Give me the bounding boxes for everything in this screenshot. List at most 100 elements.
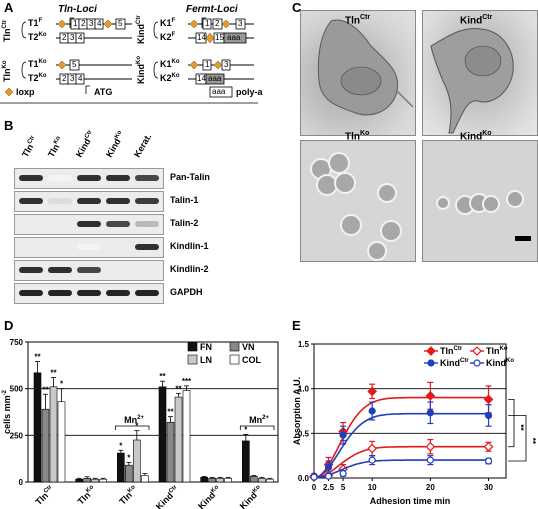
blot-band: [19, 290, 43, 296]
mn-bracket: [114, 425, 150, 430]
blot-band: [77, 198, 101, 204]
legend-swatch-fn: [187, 341, 198, 352]
cell-spread-kind-ctr: [430, 27, 514, 134]
data-point: [339, 431, 347, 439]
bar-fn-2: [117, 452, 125, 483]
blot-band: [106, 290, 130, 296]
round-cells-tln-ko: [310, 152, 402, 261]
category-label: TlnCtr: [33, 484, 56, 507]
blot-strip-talin-2: [14, 214, 164, 235]
scale-bar: [515, 236, 531, 241]
fit-curve-2: [313, 412, 489, 479]
legend-atg: ATG: [94, 87, 113, 97]
blot-band: [77, 290, 101, 296]
sig-label: **: [516, 424, 525, 431]
legend-marker: [426, 346, 436, 356]
x-tick-label: 20: [426, 483, 435, 492]
data-point: [339, 469, 347, 478]
loxp-sites: [4, 19, 231, 97]
significance-star: ***: [182, 377, 192, 386]
category-label: KindKo: [196, 484, 223, 509]
row-t2ko-b: T2Ko: [28, 73, 47, 83]
data-point: [426, 456, 434, 464]
bar-vn-5: [258, 477, 266, 483]
plot-frame: [27, 341, 279, 483]
lane-label-2: KindCtr: [74, 129, 94, 159]
blot-band: [48, 267, 72, 273]
atg-markers: [69, 17, 206, 94]
y-axis-label: Absorption A.U.: [292, 377, 302, 445]
data-point: [324, 463, 333, 471]
x-tick-label: 0: [312, 483, 317, 492]
y-tick-label: 0.5: [298, 429, 310, 438]
cell-spread-tln-ctr: [317, 19, 414, 116]
blot-band: [106, 198, 130, 204]
legend-label-ln: LN: [200, 355, 212, 365]
y-tick-label: 250: [10, 431, 24, 440]
data-point: [368, 456, 376, 464]
panel-c: TlnCtr KindCtr TlnKo KindKo: [300, 10, 538, 315]
bar-ln-0: [41, 408, 50, 483]
significance-star: **: [167, 408, 174, 417]
bar-fn-3: [158, 386, 167, 483]
significance-star: **: [159, 372, 166, 381]
category-label: KindKo: [238, 484, 265, 509]
category-label: TlnKo: [76, 484, 99, 507]
fit-curve-3: [313, 459, 489, 479]
legend-marker: [473, 359, 481, 367]
protein-label: Talin-1: [170, 195, 199, 205]
legend-label-col: COL: [242, 355, 262, 365]
y-tick-label: 1.0: [298, 385, 310, 394]
blot-band: [135, 290, 159, 296]
significance-star: *: [119, 441, 123, 450]
row-k1f: K1F: [160, 18, 176, 28]
data-point: [324, 472, 333, 480]
blot-band: [19, 175, 43, 181]
x-tick-label: 10: [368, 483, 377, 492]
y-axis-label: cells mm-2: [2, 389, 12, 434]
tln-ko-group-label: TlnKo: [2, 60, 12, 83]
panel-label-b: B: [4, 118, 14, 133]
data-point: [368, 407, 376, 415]
legend-label-fn: FN: [200, 342, 212, 352]
y-tick-label: 500: [10, 385, 24, 394]
mn-label: Mn2+: [124, 415, 144, 425]
tln-loci-title: Tln-Loci: [58, 4, 97, 15]
y-tick-label: 750: [10, 338, 24, 347]
significance-star: **: [34, 353, 41, 362]
legend-swatch-col: [229, 354, 240, 365]
gene-loci-diagram: [0, 17, 258, 104]
blot-band: [19, 198, 43, 204]
fermt-loci-title: Fermt-Loci: [186, 4, 238, 15]
blot-band: [77, 175, 101, 181]
data-point: [484, 411, 493, 420]
panel-label-e: E: [292, 318, 301, 333]
protein-label: Kindlin-1: [170, 241, 209, 251]
significance-star: *: [244, 425, 248, 434]
protein-label: Kindlin-2: [170, 264, 209, 274]
lane-label-3: KindKo: [104, 129, 124, 159]
bar-fn-0: [33, 372, 42, 483]
kind-ctr-group-label: KindCtr: [136, 15, 146, 44]
micrograph-kind-ctr: [422, 10, 538, 136]
data-point: [310, 473, 318, 481]
bar-col-1: [99, 478, 107, 483]
bar-col-3: [182, 390, 191, 483]
panel-b: TlnCtr TlnKo KindCtr KindKo Kerat. Pan-Talin…: [0, 118, 270, 310]
mn-bracket: [239, 425, 275, 430]
lane-label-0: TlnCtr: [20, 134, 37, 159]
blot-band: [77, 244, 101, 250]
legend-label: TlnCtr: [440, 346, 463, 356]
sig-bracket-tln: [508, 398, 515, 448]
blot-band: [135, 244, 159, 250]
blot-strip-gapdh: [14, 283, 164, 304]
data-point: [425, 390, 436, 401]
lane-label-1: TlnKo: [46, 135, 62, 159]
blot-band: [106, 221, 130, 227]
bar-vn-4: [216, 477, 224, 483]
title-tln-ko: TlnKo: [345, 130, 370, 143]
bar-ln-3: [166, 421, 175, 483]
data-point: [425, 441, 436, 452]
data-point: [483, 394, 494, 405]
